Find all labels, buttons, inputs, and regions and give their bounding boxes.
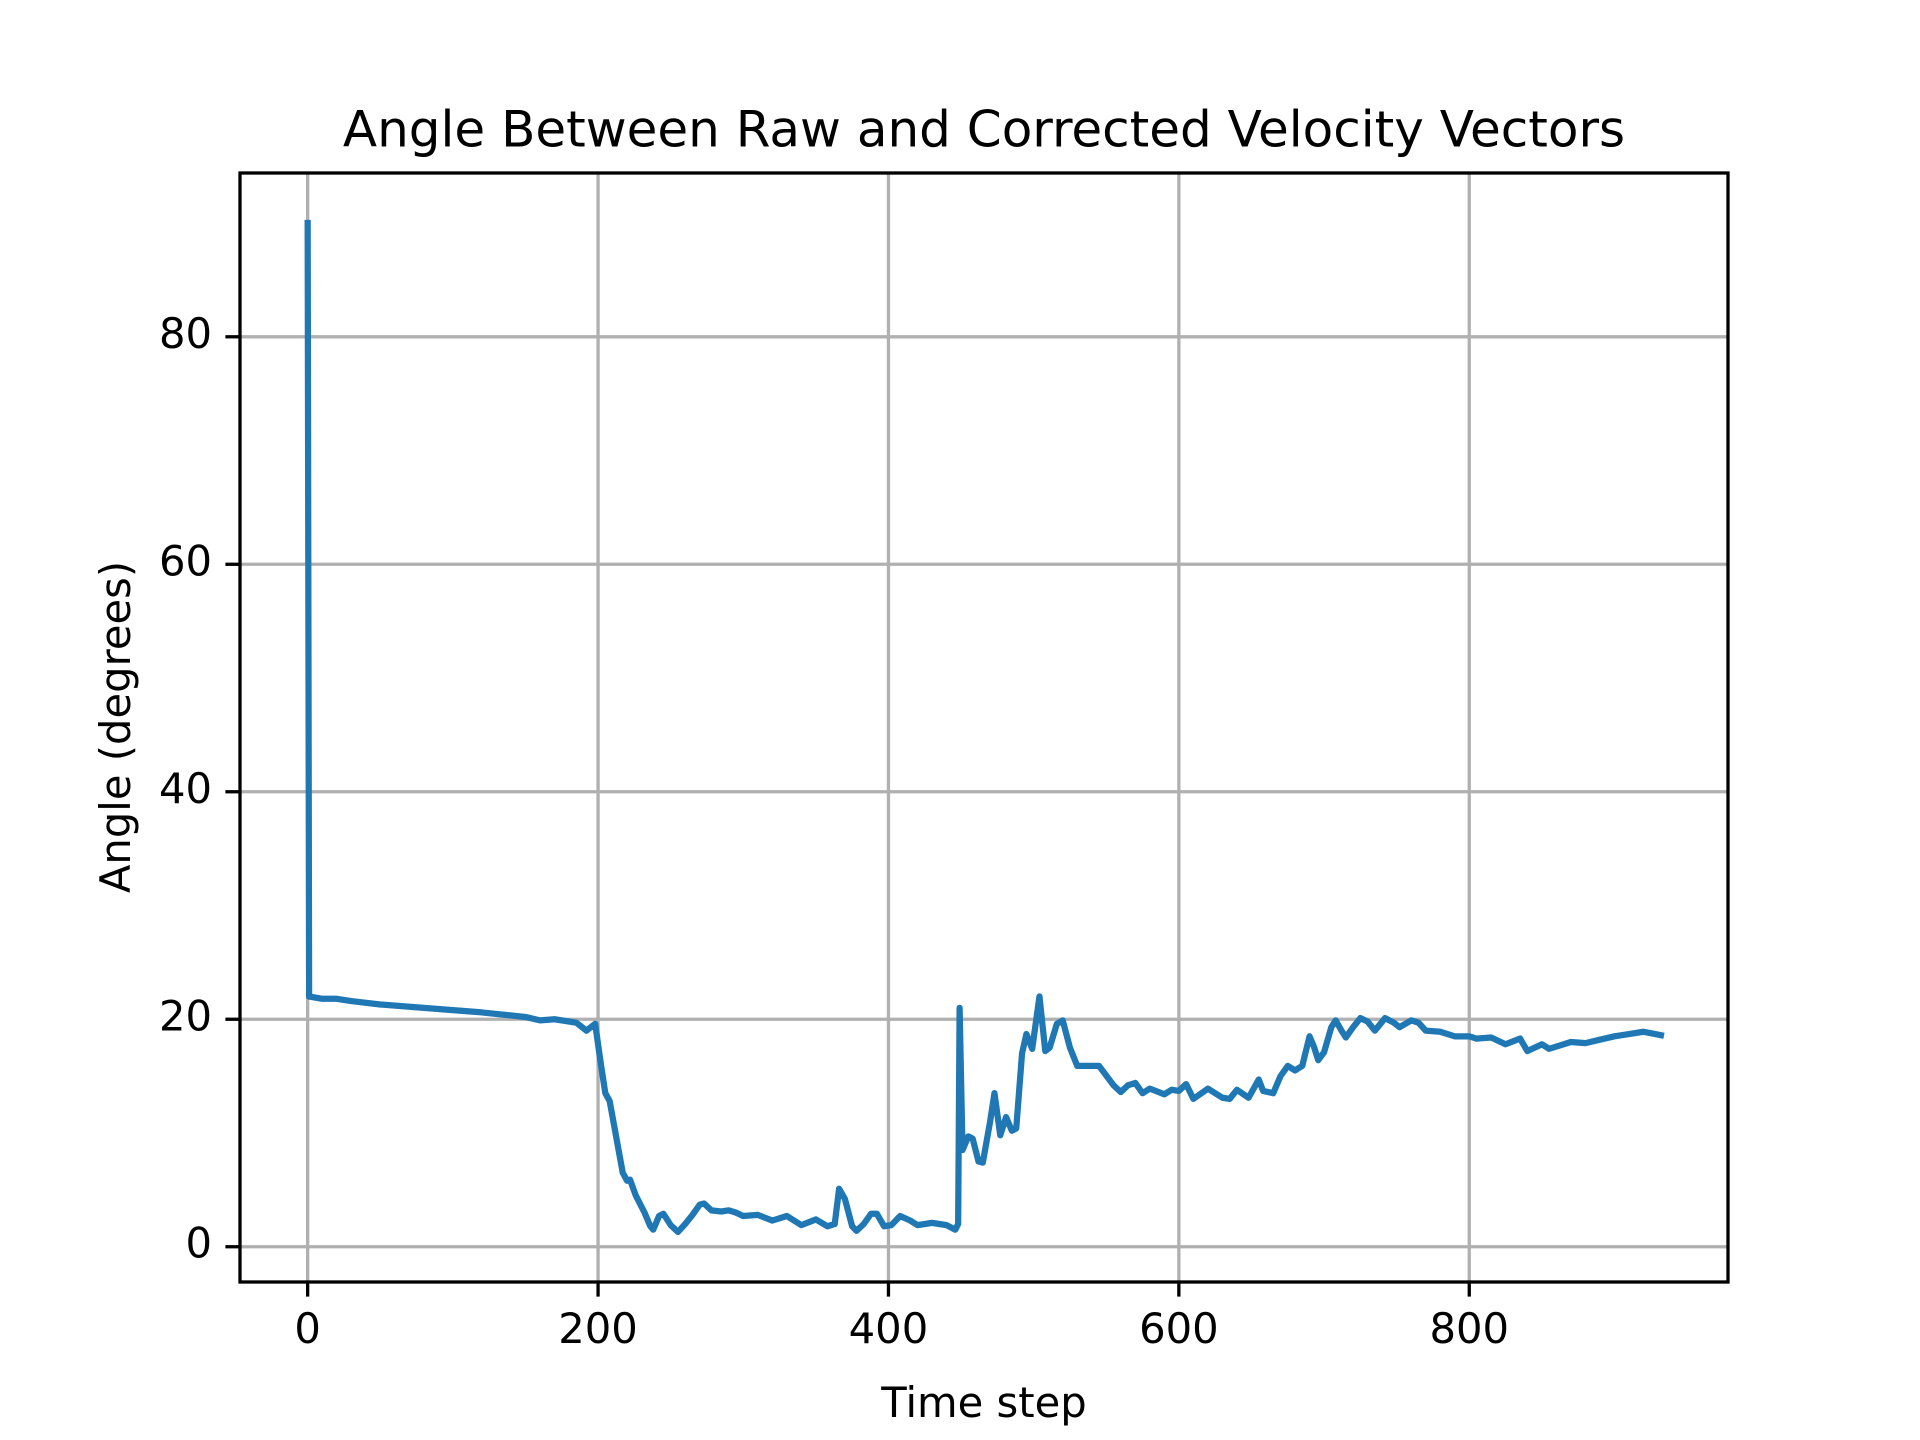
x-axis-label: Time step	[880, 1378, 1086, 1427]
chart-title: Angle Between Raw and Corrected Velocity…	[343, 101, 1625, 159]
y-tick-label: 60	[159, 536, 212, 585]
x-tick-label: 200	[558, 1304, 638, 1353]
y-tick-label: 80	[159, 309, 212, 358]
x-tick-label: 800	[1429, 1304, 1509, 1353]
x-tick-label: 0	[294, 1304, 321, 1353]
x-tick-label: 600	[1139, 1304, 1219, 1353]
y-tick-label: 20	[159, 991, 212, 1040]
x-tick-label: 400	[849, 1304, 929, 1353]
plot-frame	[238, 171, 1730, 1284]
y-axis-label: Angle (degrees)	[91, 561, 140, 893]
y-tick-label: 40	[159, 764, 212, 813]
y-tick-label: 0	[185, 1219, 212, 1268]
data-line	[304, 219, 1665, 1236]
